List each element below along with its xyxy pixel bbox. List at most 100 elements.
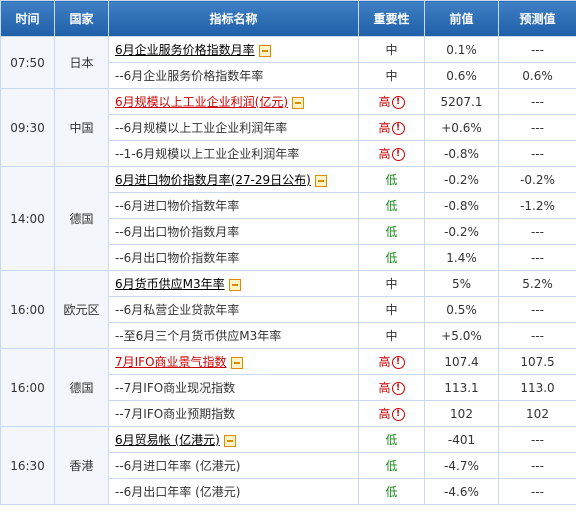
indicator-link[interactable]: 6月规模以上工业企业利润(亿元) [115,95,288,109]
previous-value-cell: 5207.1 [424,88,499,115]
indicator-cell: --6月进口物价指数年率 [108,192,359,219]
importance-label: 中 [385,329,398,343]
previous-value-cell: -4.7% [424,452,499,479]
forecast-value-cell: --- [498,244,576,271]
header-forecast[interactable]: 预测值 [498,0,576,37]
indicator-sub-label: --7月IFO商业预期指数 [115,407,236,421]
collapse-toggle-icon[interactable] [230,356,243,369]
indicator-link[interactable]: 6月贸易帐 (亿港元) [115,433,220,447]
importance-label: 低 [385,433,398,447]
importance-label: 低 [385,173,398,187]
importance-cell: 高! [358,114,425,141]
importance-label: 高 [378,121,391,135]
table-row: 07:50 日本 6月企业服务价格指数月率中 0.1% --- [0,36,576,89]
alert-icon: ! [391,382,405,395]
collapse-toggle-icon[interactable] [292,96,304,109]
forecast-value-cell: --- [498,426,576,453]
collapse-toggle-icon[interactable] [258,44,271,57]
alert-icon: ! [391,356,405,369]
table-row: --6月出口物价指数月率 低 -0.2% --- [1,218,576,245]
table-row: --7月IFO商业预期指数高! 102 102 [1,400,576,427]
forecast-value-cell: --- [498,88,576,115]
previous-value-cell: +0.6% [424,114,499,141]
indicator-cell: --至6月三个月货币供应M3年率 [108,322,359,349]
country-cell: 欧元区 [54,270,109,349]
forecast-value-cell: 107.5 [498,348,576,375]
country-cell: 日本 [54,36,109,89]
indicator-sub-label: --7月IFO商业现况指数 [115,381,236,395]
header-indicator[interactable]: 指标名称 [108,0,359,37]
previous-value-cell: -0.2% [424,166,499,193]
alert-icon: ! [391,148,405,161]
importance-cell: 高! [358,374,425,401]
table-row: 09:30 中国 6月规模以上工业企业利润(亿元) 高! 5207.1 --- [0,88,576,167]
importance-label: 低 [385,251,398,265]
header-importance[interactable]: 重要性 [358,0,425,37]
forecast-value-cell: --- [498,322,576,349]
header-country[interactable]: 国家 [54,0,109,37]
importance-label: 中 [385,69,398,83]
indicator-link[interactable]: 6月企业服务价格指数月率 [115,43,255,57]
importance-cell: 高! [358,400,425,427]
indicator-cell: --6月出口年率 (亿港元) [108,478,359,505]
indicator-sub-label: --6月进口年率 (亿港元) [115,459,241,473]
importance-label: 中 [385,277,398,291]
forecast-value-cell: -0.2% [498,166,576,193]
importance-cell: 中 [358,296,425,323]
indicator-sub-label: --6月企业服务价格指数年率 [115,69,264,83]
importance-label: 低 [385,225,398,239]
indicator-link[interactable]: 6月进口物价指数月率(27-29日公布) [115,173,311,187]
indicator-sub-label: --6月规模以上工业企业利润年率 [115,121,288,135]
importance-label: 中 [385,303,398,317]
indicator-link[interactable]: 6月货币供应M3年率 [115,277,225,291]
table-row: --6月企业服务价格指数年率 中 0.6% 0.6% [1,62,576,89]
header-previous[interactable]: 前值 [424,0,499,37]
indicator-sub-label: --至6月三个月货币供应M3年率 [115,329,282,343]
table-row: 16:00 德国 7月IFO商业景气指数高! 107.4 107.5 [0,348,576,427]
time-cell: 16:30 [0,426,55,505]
indicator-cell: --6月企业服务价格指数年率 [108,62,359,89]
importance-cell: 低 [358,452,425,479]
forecast-value-cell: 113.0 [498,374,576,401]
header-time[interactable]: 时间 [0,0,55,37]
indicator-link[interactable]: 7月IFO商业景气指数 [115,355,227,369]
country-cell: 德国 [54,348,109,427]
indicator-cell: 6月货币供应M3年率 [108,270,359,297]
importance-label: 中 [385,43,398,57]
indicator-cell: --6月出口物价指数月率 [108,218,359,245]
importance-cell: 中 [358,270,425,297]
importance-label: 低 [385,199,398,213]
forecast-value-cell: 0.6% [498,62,576,89]
previous-value-cell: -0.2% [424,218,499,245]
collapse-toggle-icon[interactable] [228,278,241,291]
previous-value-cell: -0.8% [424,192,499,219]
time-cell: 07:50 [0,36,55,89]
forecast-value-cell: --- [498,140,576,167]
previous-value-cell: 1.4% [424,244,499,271]
alert-icon: ! [391,122,405,135]
importance-cell: 中 [358,36,425,63]
indicator-cell: --6月私营企业贷款年率 [108,296,359,323]
forecast-value-cell: --- [498,296,576,323]
previous-value-cell: +5.0% [424,322,499,349]
importance-label: 高 [378,95,391,109]
collapse-toggle-icon[interactable] [314,174,327,187]
importance-label: 高 [378,355,391,369]
table-row: --6月出口物价指数年率 低 1.4% --- [1,244,576,271]
previous-value-cell: 0.5% [424,296,499,323]
indicator-cell: 6月企业服务价格指数月率 [108,36,359,63]
indicator-sub-label: --6月私营企业贷款年率 [115,303,240,317]
forecast-value-cell: --- [498,36,576,63]
indicator-sub-label: --6月出口年率 (亿港元) [115,485,241,499]
indicator-cell: 6月规模以上工业企业利润(亿元) [108,88,359,115]
previous-value-cell: -401 [424,426,499,453]
table-row: --6月私营企业贷款年率 中 0.5% --- [1,296,576,323]
indicator-sub-label: --1-6月规模以上工业企业利润年率 [115,147,300,161]
table-row: 16:30 香港 6月贸易帐 (亿港元) 低 -401 --- [0,426,576,505]
collapse-toggle-icon[interactable] [223,434,236,447]
importance-cell: 低 [358,192,425,219]
time-cell: 16:00 [0,270,55,349]
forecast-value-cell: --- [498,218,576,245]
table-row: --6月进口物价指数年率 低 -0.8% -1.2% [1,192,576,219]
time-cell: 09:30 [0,88,55,167]
